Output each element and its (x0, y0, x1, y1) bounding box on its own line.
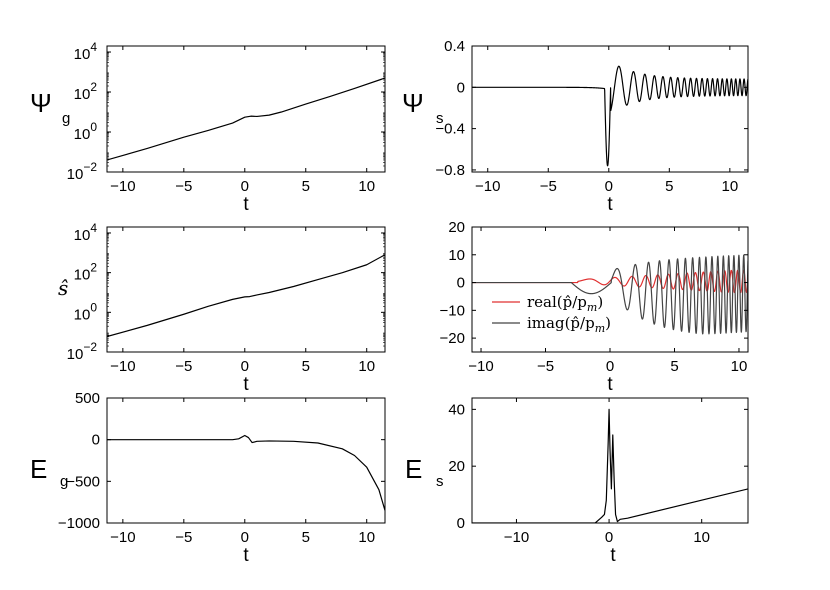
x-tick-label: 0 (241, 529, 249, 546)
y-axis-label-subscript: g (62, 110, 70, 127)
y-axis-label: E (405, 454, 422, 484)
chart-p_hat: −10 −5 0 5 10t−20−1001020real(p̂/pm)imag(p̂/… (440, 219, 749, 395)
x-tick-label: 5 (302, 358, 310, 375)
y-tick-label: −1000 (58, 515, 100, 532)
series-s_hat-s_hat (107, 254, 385, 338)
y-axis-label-subscript: s (436, 473, 444, 490)
y-tick-label: 0 (457, 79, 465, 96)
x-tick-label: 5 (665, 178, 673, 195)
x-tick-label: −10 (468, 358, 493, 375)
y-tick-label: −20 (440, 330, 465, 347)
x-tick-label: −10 (475, 178, 500, 195)
x-axis-label: t (607, 374, 613, 395)
axes-frame (106, 226, 386, 353)
x-tick-label: 0 (241, 358, 249, 375)
axes-frame (106, 45, 386, 173)
y-tick-label: 0 (457, 515, 465, 532)
axes-frame (471, 397, 749, 524)
x-tick-label: −5 (175, 529, 192, 546)
x-tick-label: 10 (731, 358, 748, 375)
x-axis-label: t (607, 194, 613, 215)
x-tick-label: 10 (358, 178, 375, 195)
x-tick-label: 0 (606, 358, 614, 375)
series-e_s-E_s (472, 408, 748, 523)
x-tick-label: −5 (175, 358, 192, 375)
y-tick-label: 10 (448, 247, 465, 264)
y-tick-label: 100 (74, 300, 98, 323)
x-tick-label: 5 (302, 529, 310, 546)
x-tick-label: 5 (302, 178, 310, 195)
y-tick-label: 0.4 (444, 38, 465, 55)
x-tick-label: −10 (110, 358, 135, 375)
legend-label: imag(p̂/pm) (527, 314, 611, 335)
x-tick-label: 10 (721, 178, 738, 195)
y-tick-label: 0 (457, 275, 465, 292)
series-psi_g-Psi_g (107, 77, 385, 161)
chart-s_hat: −10 −5 0 5 10 t 10−2 100 102 104 ŝ (58, 221, 386, 395)
x-tick-label: 10 (358, 358, 375, 375)
series-e_g-E_g (107, 434, 385, 511)
y-tick-label: −500 (66, 473, 100, 490)
y-axis-label: Ψ (30, 88, 52, 118)
y-tick-label: −10 (440, 302, 465, 319)
y-tick-label: 500 (75, 390, 100, 407)
legend: real(p̂/pm)imag(p̂/pm) (492, 293, 611, 335)
y-axis-label-subscript: s (436, 110, 444, 127)
y-tick-label: 0 (92, 432, 100, 449)
y-axis-label: Ψ (402, 88, 424, 118)
y-tick-label: 100 (74, 120, 98, 143)
x-axis-label: t (610, 545, 616, 566)
series-p_hat-imag (472, 254, 748, 335)
y-tick-label: 102 (74, 261, 98, 284)
x-tick-label: −5 (175, 178, 192, 195)
x-tick-label: 10 (358, 529, 375, 546)
x-tick-label: 5 (670, 358, 678, 375)
y-tick-label: 20 (448, 219, 465, 236)
x-tick-label: 0 (241, 178, 249, 195)
x-tick-label: 0 (605, 529, 613, 546)
x-tick-label: 0 (605, 178, 613, 195)
y-tick-label: 10−2 (67, 340, 98, 363)
x-tick-label: −5 (537, 358, 554, 375)
y-axis-label: E (30, 454, 47, 484)
x-axis-label: t (243, 545, 249, 566)
axes-frame (471, 45, 749, 173)
legend-label: real(p̂/pm) (527, 293, 603, 314)
series-psi_s-Psi_s (472, 65, 748, 167)
x-tick-label: −10 (504, 529, 529, 546)
y-tick-label: 20 (448, 458, 465, 475)
x-axis-label: t (243, 194, 249, 215)
chart-e_g: −10 −5 0 5 10 t −1000 −500 0 500 E g (30, 390, 386, 566)
y-axis-label: ŝ (58, 276, 68, 300)
x-tick-label: 10 (693, 529, 710, 546)
y-tick-label: 104 (74, 40, 98, 63)
x-tick-label: −10 (110, 178, 135, 195)
x-tick-label: −10 (110, 529, 135, 546)
x-tick-label: −5 (540, 178, 557, 195)
y-tick-label: 40 (448, 401, 465, 418)
y-tick-label: 104 (74, 221, 98, 244)
x-axis-label: t (243, 374, 249, 395)
y-tick-label: −0.8 (435, 162, 465, 179)
y-tick-label: −0.4 (435, 121, 465, 138)
y-tick-label: 102 (74, 80, 98, 103)
chart-psi_g: −10 −5 0 5 10 t 10−2 100 102 104 Ψg (30, 40, 386, 215)
y-axis-label-subscript: g (60, 473, 68, 490)
chart-psi_s: −10 −5 0 5 10 t −0.8 −0.4 0 0.4 Ψs (402, 38, 749, 215)
axes-frame (106, 397, 386, 524)
y-tick-label: 10−2 (67, 160, 98, 183)
